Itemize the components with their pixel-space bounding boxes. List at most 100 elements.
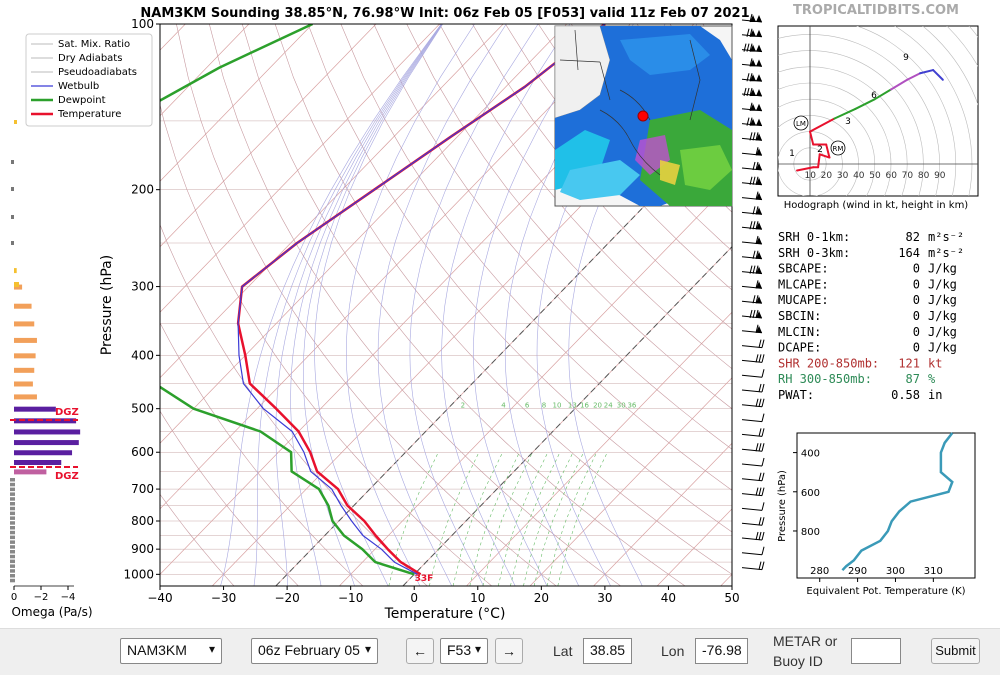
hodograph-tick-label: 30 bbox=[837, 171, 849, 181]
legend-entry: Wetbulb bbox=[58, 81, 99, 92]
sounding-figure: NAM3KM Sounding 38.85°N, 76.98°W Init: 0… bbox=[0, 0, 1000, 628]
model-select[interactable]: NAM3KM ▾ bbox=[120, 638, 222, 664]
metar-label-line2: Buoy ID bbox=[773, 653, 823, 669]
wind-barb-feather bbox=[762, 547, 764, 555]
lat-input[interactable]: 38.85 bbox=[583, 638, 632, 664]
temperature-tick-label: −20 bbox=[274, 591, 299, 605]
omega-bar bbox=[10, 512, 15, 515]
omega-bar bbox=[14, 381, 33, 386]
omega-bar bbox=[10, 536, 15, 540]
dgz-bottom-label: DGZ bbox=[55, 471, 79, 482]
omega-bar bbox=[10, 507, 15, 511]
mixing-ratio-label: 6 bbox=[525, 402, 530, 410]
wind-barb-feather bbox=[762, 369, 764, 377]
omega-bar bbox=[10, 492, 15, 496]
omega-bar bbox=[14, 282, 19, 287]
temperature-tick-label: 40 bbox=[661, 591, 676, 605]
wind-barb-pennant bbox=[756, 74, 762, 81]
pseudoadiabat-line bbox=[291, 24, 443, 586]
wind-barb bbox=[742, 354, 764, 362]
index-label: SRH 0-3km: bbox=[778, 246, 850, 260]
wind-barb-feather bbox=[762, 473, 764, 481]
omega-tick-label: 0 bbox=[11, 592, 17, 603]
temperature-tick-label: 10 bbox=[470, 591, 485, 605]
legend-entry: Sat. Mix. Ratio bbox=[58, 39, 130, 50]
mixing-ratio-label: 8 bbox=[542, 402, 546, 410]
theta-e-x-tick-label: 310 bbox=[924, 566, 943, 577]
init-time-select[interactable]: 06z February 05 ▾ bbox=[251, 638, 378, 664]
theta-e-y-tick-label: 600 bbox=[801, 488, 820, 499]
wind-barb-feather bbox=[762, 354, 764, 362]
pressure-tick-label: 300 bbox=[131, 280, 154, 294]
y-axis-label: Pressure (hPa) bbox=[99, 255, 115, 355]
mixing-ratio-line bbox=[558, 452, 608, 586]
arrow-left-icon: ← bbox=[413, 643, 427, 659]
temperature-tick-label: 20 bbox=[534, 591, 549, 605]
pressure-tick-label: 800 bbox=[131, 514, 154, 528]
wind-barb-feather bbox=[759, 488, 761, 496]
wind-barb bbox=[742, 473, 764, 481]
index-value: 0 bbox=[913, 293, 920, 307]
prev-forecast-button[interactable]: ← bbox=[406, 638, 434, 664]
pseudoadiabat-line bbox=[221, 24, 442, 586]
theta-e-x-label: Equivalent Pot. Temperature (K) bbox=[806, 586, 965, 597]
index-value: 0 bbox=[913, 277, 920, 291]
metar-label: METAR or bbox=[773, 633, 837, 649]
wind-barb bbox=[742, 310, 762, 318]
index-unit: kt bbox=[928, 356, 942, 370]
site-watermark[interactable]: TROPICALTIDBITS.COM bbox=[793, 3, 959, 18]
mixing-ratio-label: 4 bbox=[501, 402, 506, 410]
mixing-ratio-line bbox=[389, 452, 439, 586]
mixing-ratio-label: 2 bbox=[461, 402, 465, 410]
metar-input[interactable] bbox=[851, 638, 901, 664]
wind-barb bbox=[742, 132, 762, 140]
index-label: MLCAPE: bbox=[778, 277, 829, 291]
dgz-top-label: DGZ bbox=[55, 407, 79, 418]
figure-title: NAM3KM Sounding 38.85°N, 76.98°W Init: 0… bbox=[140, 6, 749, 21]
wind-barb bbox=[742, 236, 762, 244]
wind-barb-pennant bbox=[756, 45, 762, 52]
hodograph-tick-label: 20 bbox=[821, 171, 833, 181]
wind-barb bbox=[742, 384, 764, 392]
lon-input[interactable]: -76.98 bbox=[695, 638, 748, 664]
location-marker bbox=[638, 111, 648, 121]
wind-barb bbox=[742, 88, 762, 96]
submit-button[interactable]: Submit bbox=[931, 638, 980, 664]
index-label: SBCIN: bbox=[778, 309, 821, 323]
legend-entry: Pseudoadiabats bbox=[58, 67, 137, 78]
wind-barb-feather bbox=[762, 532, 764, 540]
omega-bar bbox=[10, 531, 15, 535]
next-forecast-button[interactable]: → bbox=[495, 638, 523, 664]
theta-e-x-tick-label: 280 bbox=[810, 566, 829, 577]
wind-barb-feather bbox=[762, 502, 764, 510]
omega-bar bbox=[11, 215, 14, 219]
omega-bar bbox=[14, 429, 80, 434]
mixing-ratio-label: 10 bbox=[553, 402, 562, 410]
wind-barb bbox=[742, 103, 762, 111]
wind-barb-feather bbox=[759, 384, 761, 392]
pressure-tick-label: 1000 bbox=[123, 567, 154, 581]
index-unit: % bbox=[928, 372, 936, 386]
forecast-hour-select[interactable]: F53 ▾ bbox=[440, 638, 488, 664]
wind-barb bbox=[742, 458, 764, 466]
index-label: SBCAPE: bbox=[778, 262, 829, 276]
wind-barb bbox=[742, 517, 764, 525]
index-unit: m²s⁻² bbox=[928, 246, 964, 260]
wind-barb-feather bbox=[762, 384, 764, 392]
wind-barb-feather bbox=[762, 458, 764, 466]
omega-bar bbox=[10, 521, 15, 525]
lon-value: -76.98 bbox=[702, 642, 742, 658]
omega-bar bbox=[14, 120, 17, 124]
hodograph-height-label: 6 bbox=[871, 91, 877, 101]
hodograph-height-label: 2 bbox=[817, 145, 823, 155]
omega-bar bbox=[10, 545, 15, 549]
chevron-down-icon: ▾ bbox=[365, 642, 371, 656]
wind-barb bbox=[742, 562, 764, 570]
hodograph-tick-label: 80 bbox=[918, 171, 930, 181]
wind-barb bbox=[742, 532, 764, 540]
